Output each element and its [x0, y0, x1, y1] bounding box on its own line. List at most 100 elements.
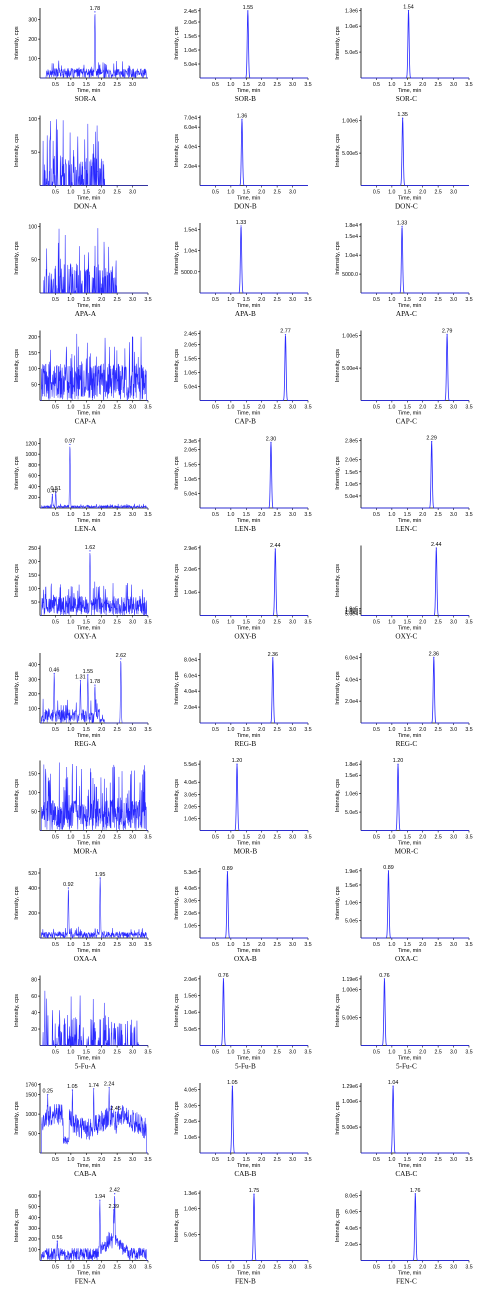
- peak-label: 2.29: [426, 436, 437, 442]
- y-tick-label: 1.0e5: [184, 48, 197, 54]
- x-tick-label: 1.0: [227, 297, 234, 303]
- x-tick-label: 2.5: [274, 297, 281, 303]
- x-tick-label: 3.0: [129, 1265, 136, 1271]
- y-tick-label: 6.0e4: [345, 655, 358, 661]
- y-tick-label: 1.00e6: [342, 1099, 358, 1105]
- peak-label: 1.75: [249, 1188, 260, 1194]
- chart-panel: 5.00e5 1.00e6 1.19e6 0.5 1.0 1.5 2.0 2.5 3.0 3.5 T…: [335, 973, 473, 1071]
- x-tick-label: 1.5: [83, 405, 90, 411]
- chart-panel: 200 400 600 800 1000 1200 0.5 1.0 1.5 2.0 2.5 3.0 3.…: [14, 438, 152, 533]
- x-axis-title: Time, min: [237, 88, 260, 94]
- trace-line: [200, 442, 308, 509]
- peak-apex: [55, 491, 57, 493]
- trace-line: [200, 979, 308, 1046]
- y-tick-label: 1.0e5: [184, 816, 197, 822]
- y-tick-label: 50: [31, 258, 37, 264]
- x-tick-label: 2.0: [258, 82, 265, 88]
- chart-panel: 5.00e4 1.00e5 0.5 1.0 1.5 2.0 2.5 3.0 3.5 Time, m…: [335, 328, 473, 425]
- y-axis-title: Intensity, cps: [14, 671, 20, 705]
- panel-caption: CAP-B: [235, 418, 256, 426]
- peak-apex: [392, 1085, 394, 1087]
- x-axis-title: Time, min: [237, 1163, 260, 1169]
- x-axis-title: Time, min: [77, 303, 100, 309]
- peak-apex: [274, 548, 276, 550]
- x-tick-label: 3.5: [304, 620, 311, 626]
- y-tick-label: 400: [28, 886, 37, 892]
- y-axis-title: Intensity, cps: [335, 134, 341, 168]
- x-tick-label: 0.5: [212, 727, 219, 733]
- chart-panel: 5.0e4 1.0e5 1.5e5 2.0e5 2.8e5 0.5 1.0 1.5 2.0 2.5…: [335, 436, 473, 533]
- x-axis-title: Time, min: [237, 1056, 260, 1062]
- trace-line: [40, 1088, 148, 1154]
- x-tick-label: 3.5: [144, 405, 151, 411]
- x-tick-label: 0.5: [52, 82, 59, 88]
- panel-caption: OXA-B: [234, 955, 257, 963]
- x-tick-label: 2.5: [435, 297, 442, 303]
- x-tick-label: 0.5: [373, 1157, 380, 1163]
- x-tick-label: 0.5: [373, 405, 380, 411]
- trace-line: [40, 762, 148, 831]
- trace-line: [361, 441, 469, 509]
- x-tick-label: 3.0: [129, 727, 136, 733]
- panel-caption: FEN-B: [235, 1278, 256, 1286]
- trace-line: [361, 227, 469, 294]
- x-tick-label: 2.5: [274, 620, 281, 626]
- chart-panel: 100 200 300 0.5 1.0 1.5 2.0 2.5 3.0 Time, min Inte…: [14, 6, 148, 103]
- y-axis-title: Intensity, cps: [335, 456, 341, 490]
- x-tick-label: 2.5: [435, 82, 442, 88]
- chart-panel: 50 100 150 0.5 1.0 1.5 2.0 2.5 3.0 3.5 Time, min In…: [14, 760, 152, 856]
- x-tick-label: 0.5: [212, 942, 219, 948]
- x-tick-label: 2.0: [419, 1265, 426, 1271]
- x-tick-label: 2.0: [258, 512, 265, 518]
- x-tick-label: 1.0: [388, 942, 395, 948]
- y-tick-label: 1.5e5: [345, 608, 358, 614]
- trace-line: [40, 446, 148, 510]
- x-tick-label: 1.5: [83, 835, 90, 841]
- y-axis-title: Intensity, cps: [174, 564, 180, 598]
- y-tick-label: 100: [28, 791, 37, 797]
- x-axis-title: Time, min: [398, 1271, 421, 1277]
- peak-label: 2.44: [431, 542, 442, 548]
- peak-apex: [108, 1087, 110, 1089]
- x-tick-label: 2.5: [274, 82, 281, 88]
- x-tick-label: 1.5: [404, 297, 411, 303]
- peak-apex: [99, 1199, 101, 1201]
- x-tick-label: 2.5: [114, 942, 121, 948]
- panel-caption: OXY-C: [395, 633, 417, 641]
- x-tick-label: 1.0: [67, 835, 74, 841]
- y-axis-title: Intensity, cps: [335, 779, 341, 813]
- y-axis-title: Intensity, cps: [335, 671, 341, 705]
- x-tick-label: 2.0: [98, 835, 105, 841]
- peak-label: 1.62: [85, 545, 96, 551]
- x-tick-label: 3.0: [289, 727, 296, 733]
- trace-line: [200, 119, 308, 186]
- x-tick-label: 3.5: [304, 1157, 311, 1163]
- chart-panel: 5.0e5 1.0e6 1.5e6 1.9e6 0.5 1.0 1.5 2.0 2.5 3.0 3.…: [335, 865, 473, 963]
- x-tick-label: 3.0: [129, 405, 136, 411]
- x-axis-title: Time, min: [77, 626, 100, 632]
- y-axis-title: Intensity, cps: [174, 994, 180, 1028]
- peak-apex: [69, 443, 71, 446]
- x-tick-label: 1.0: [388, 1050, 395, 1056]
- x-tick-label: 1.5: [404, 942, 411, 948]
- y-tick-label: 5.00e5: [342, 1125, 358, 1131]
- x-tick-label: 3.0: [450, 620, 457, 626]
- y-tick-label: 5.0e5: [345, 50, 358, 56]
- peak-apex: [113, 1209, 115, 1211]
- y-tick-label: 200: [28, 335, 37, 341]
- x-tick-label: 2.5: [114, 1050, 121, 1056]
- y-axis-title: Intensity, cps: [14, 564, 20, 598]
- y-tick-label: 1.5e4: [184, 227, 197, 233]
- x-tick-label: 2.0: [98, 512, 105, 518]
- x-tick-label: 3.0: [129, 82, 136, 88]
- x-tick-label: 3.0: [289, 942, 296, 948]
- x-tick-label: 2.5: [274, 405, 281, 411]
- peak-apex: [272, 657, 274, 659]
- x-axis-title: Time, min: [77, 1056, 100, 1062]
- y-tick-label: 1.0e4: [345, 253, 358, 259]
- x-tick-label: 1.5: [404, 190, 411, 196]
- peak-label: 2.24: [104, 1082, 115, 1088]
- trace-line: [40, 990, 148, 1047]
- peak-apex: [387, 870, 390, 872]
- y-axis-title: Intensity, cps: [174, 241, 180, 275]
